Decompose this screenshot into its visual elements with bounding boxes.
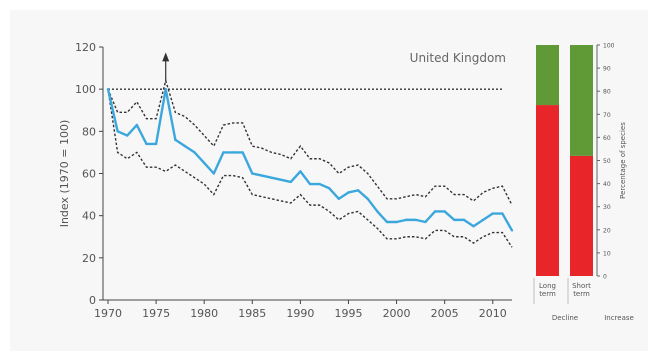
data-point <box>116 130 119 133</box>
data-point <box>328 187 331 190</box>
chart-title: United Kingdom <box>410 51 506 65</box>
data-point <box>126 134 129 137</box>
bar-y-tick-label: 100 <box>603 43 615 50</box>
data-point <box>501 212 504 215</box>
data-point <box>433 210 437 213</box>
legend-increase: Increase <box>604 314 634 322</box>
data-point <box>174 138 177 141</box>
bar-y-tick-label: 10 <box>603 250 611 257</box>
data-point <box>164 87 167 91</box>
bar-y-axis-title: Percentage of species <box>619 122 627 199</box>
x-tick-label: 1995 <box>334 307 362 320</box>
bar-segment-decline <box>570 155 593 276</box>
figure-svg: 1970 1975 1980 1985 1990 1995 2000 2005 2010 020… <box>58 41 634 322</box>
data-point <box>183 144 187 148</box>
index-line <box>106 87 514 232</box>
y-axis-title: Index (1970 = 100) <box>58 120 71 228</box>
data-point <box>337 197 341 200</box>
lower-confidence-line <box>107 89 513 248</box>
x-tick-label: 1975 <box>142 307 170 320</box>
legend-decline: Decline <box>552 314 578 322</box>
y-tick-label: 40 <box>82 210 96 223</box>
data-point <box>135 123 139 127</box>
upper-confidence-line <box>107 78 513 206</box>
data-point <box>212 172 216 175</box>
bar-category-label: Short <box>572 282 591 290</box>
data-point <box>202 161 206 165</box>
x-tick-label: 1980 <box>190 307 218 320</box>
data-point <box>308 182 312 186</box>
data-point <box>376 210 379 213</box>
data-point <box>193 151 196 154</box>
data-point <box>453 218 456 222</box>
data-point <box>251 172 254 175</box>
y-tick-label: 20 <box>82 252 96 265</box>
data-point <box>347 191 350 194</box>
y-ticks: 0 20 40 60 80 100 120 <box>75 41 103 307</box>
y-tick-label: 100 <box>75 83 96 96</box>
data-point <box>231 151 235 154</box>
x-tick-label: 2005 <box>431 307 459 320</box>
data-point <box>222 151 225 154</box>
bar-category-label: term <box>539 290 556 298</box>
bar-segment-increase <box>570 45 593 156</box>
data-point <box>510 229 514 232</box>
data-point <box>356 189 360 192</box>
data-point <box>395 220 398 224</box>
bar-segment-decline <box>536 105 559 276</box>
x-ticks: 1970 1975 1980 1985 1990 1995 2000 2005 2010 <box>94 300 507 320</box>
species-bar-chart: 0 10 20 30 40 50 60 70 80 90 100 Percentage of spe… <box>533 43 634 322</box>
bar-y-tick-label: 70 <box>603 112 611 119</box>
figure-panel: 1970 1975 1980 1985 1990 1995 2000 2005 2010 0 20… <box>10 10 648 351</box>
x-tick-label: 1990 <box>286 307 314 320</box>
y-tick-label: 80 <box>82 125 96 138</box>
data-point <box>241 151 244 154</box>
annotation-arrow-icon <box>162 52 170 81</box>
x-tick-label: 2000 <box>383 307 411 320</box>
index-points <box>106 87 514 232</box>
bar-segment-increase <box>536 45 559 106</box>
data-point <box>289 180 292 184</box>
data-point <box>462 218 466 222</box>
data-point <box>299 170 302 173</box>
index-line-chart: 1970 1975 1980 1985 1990 1995 2000 2005 2010 0 20… <box>58 41 514 320</box>
x-tick-label: 2010 <box>479 307 507 320</box>
data-point <box>472 225 475 228</box>
data-point <box>366 197 369 200</box>
data-point <box>260 174 264 177</box>
bar-y-ticks: 0 10 20 30 40 50 60 70 80 90 100 <box>597 43 615 281</box>
data-point <box>385 220 389 224</box>
data-point <box>443 210 446 213</box>
data-point <box>318 182 321 186</box>
data-point <box>491 212 494 215</box>
bar-category-label: term <box>573 290 590 298</box>
arrow-head <box>162 52 170 62</box>
data-point <box>424 220 427 224</box>
bar-y-tick-label: 40 <box>603 181 611 188</box>
data-point <box>279 178 283 182</box>
data-point <box>106 87 110 91</box>
y-tick-label: 120 <box>75 41 96 54</box>
bars <box>536 45 593 276</box>
data-point <box>154 142 158 146</box>
y-tick-label: 0 <box>89 294 96 307</box>
bar-category-label: Long <box>539 282 556 290</box>
bar-y-tick-label: 30 <box>603 204 611 211</box>
data-point <box>414 218 418 222</box>
bar-y-tick-label: 80 <box>603 89 611 96</box>
data-point <box>270 176 273 179</box>
bar-y-tick-label: 60 <box>603 135 611 142</box>
data-point <box>145 142 148 146</box>
bar-y-tick-label: 90 <box>603 66 611 73</box>
data-point <box>404 218 408 222</box>
x-tick-label: 1970 <box>94 307 122 320</box>
bar-y-tick-label: 20 <box>603 227 611 234</box>
bar-y-tick-label: 50 <box>603 158 611 165</box>
y-tick-label: 60 <box>82 168 96 181</box>
x-tick-label: 1985 <box>238 307 266 320</box>
data-point <box>481 218 485 222</box>
bar-y-tick-label: 0 <box>603 274 607 281</box>
